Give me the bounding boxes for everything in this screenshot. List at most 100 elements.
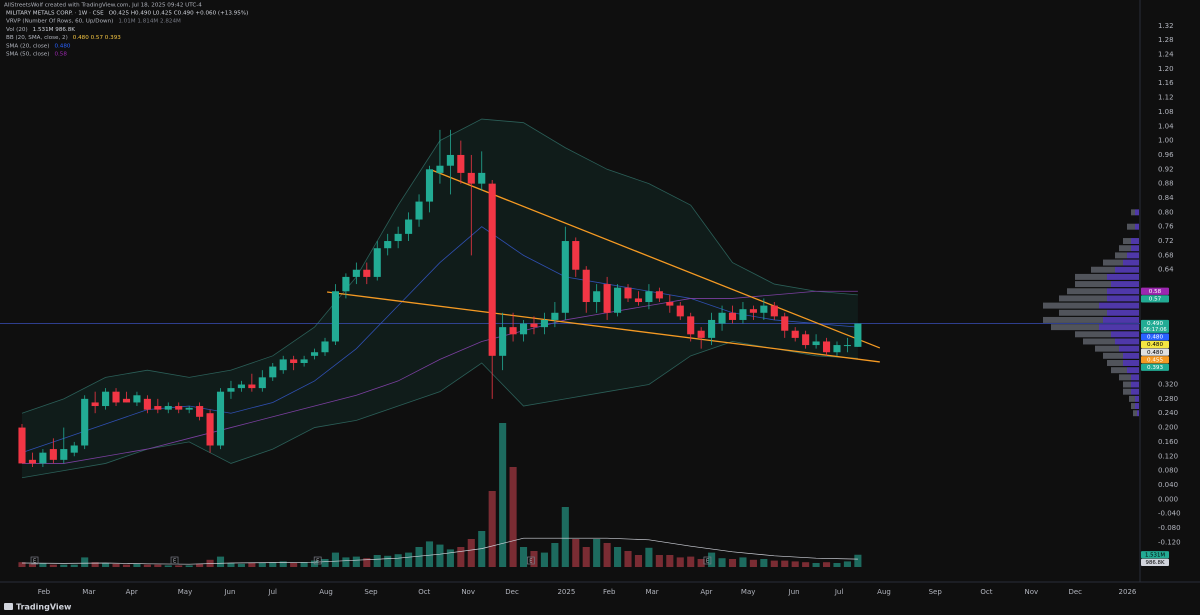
y-tick-label: 0.240 <box>1158 409 1178 417</box>
volume-bar <box>666 555 674 567</box>
volume-bar <box>216 556 225 567</box>
candle-body <box>164 406 172 410</box>
vrvp-down <box>1075 331 1111 338</box>
legend-values: 0.480 0.57 0.393 <box>73 35 121 41</box>
volume-bar <box>154 564 162 567</box>
x-tick-label: Jul <box>834 588 844 596</box>
candle-body <box>634 298 643 303</box>
volume-bar <box>781 560 789 567</box>
candle-body <box>175 406 183 410</box>
price-tag-label: 0.58 <box>1149 289 1162 295</box>
candle-body <box>352 269 360 277</box>
price-tag-label: 0.57 <box>1149 297 1162 303</box>
candle-body <box>833 345 841 353</box>
x-tick-label: May <box>741 588 755 596</box>
volume-bar <box>81 557 89 567</box>
volume-bar <box>425 541 434 567</box>
volume-bar <box>760 559 768 567</box>
price-tag <box>1141 340 1169 349</box>
y-tick-label: 0.72 <box>1158 237 1174 245</box>
candle-body <box>415 201 423 220</box>
y-tick-label: 1.32 <box>1158 22 1174 30</box>
volume-bar <box>530 551 538 567</box>
legend: MILITARY METALS CORP. · 1W · CSE O0.425 H… <box>6 11 248 58</box>
candle-body <box>300 359 308 363</box>
candle-body <box>655 291 663 299</box>
event-marker <box>30 556 39 565</box>
volume-bar <box>164 565 172 567</box>
event-marker <box>170 556 179 565</box>
legend-values: 0.58 <box>54 52 67 58</box>
y-tick-label: 0.000 <box>1158 495 1178 503</box>
candle-body <box>70 445 78 453</box>
volume-bar <box>676 557 684 567</box>
x-tick-label: Oct <box>418 588 430 596</box>
candle-body <box>248 384 256 389</box>
volume-bar <box>572 539 580 567</box>
vrvp-up <box>1099 324 1139 331</box>
candle-body <box>854 323 862 347</box>
candle-body <box>290 359 298 363</box>
y-tick-label: 0.280 <box>1158 395 1178 403</box>
price-tag-label: 0.480 <box>1147 342 1163 348</box>
x-tick-label: Dec <box>505 588 519 596</box>
vrvp-down <box>1043 316 1103 323</box>
volume-bar <box>269 562 277 567</box>
volume-bar <box>634 555 643 567</box>
volume-bar <box>196 563 204 567</box>
volume-sma <box>21 537 858 565</box>
x-tick-label: 2026 <box>1119 588 1137 596</box>
legend-name: SMA (20, close) <box>6 43 49 49</box>
brand-name: TradingView <box>16 603 72 612</box>
volume-bar <box>655 555 663 567</box>
volume-bar <box>248 563 256 567</box>
vrvp-up <box>1111 331 1139 338</box>
volume-bar <box>593 539 601 567</box>
candles-layer <box>18 129 862 468</box>
volume-bar <box>843 561 851 567</box>
volume-tag-label: 986.8K <box>1146 560 1165 566</box>
vrvp-down <box>1115 252 1127 259</box>
vrvp-down <box>1075 281 1111 288</box>
trendline <box>327 291 880 363</box>
vrvp-up <box>1127 252 1139 259</box>
volume-bar <box>321 559 329 567</box>
candle-body <box>28 459 36 464</box>
vrvp-up <box>1107 273 1139 280</box>
candle-body <box>749 309 757 313</box>
legend-name: VRVP (Number Of Rows, 60, Up/Down) <box>6 19 113 25</box>
x-tick-label: Mar <box>645 588 658 596</box>
vrvp-up <box>1115 338 1139 345</box>
x-tick-label: Nov <box>1024 588 1038 596</box>
vrvp-down <box>1091 266 1115 273</box>
candle-body <box>436 165 444 173</box>
vrvp-down <box>1103 352 1123 359</box>
volume-bar <box>70 564 78 567</box>
sma-line <box>21 290 858 464</box>
y-tick-label: 0.64 <box>1158 266 1174 274</box>
x-tick-label: Jun <box>788 588 800 596</box>
vrvp-down <box>1131 209 1135 216</box>
volume-bar <box>833 563 841 567</box>
candle-body <box>843 345 851 347</box>
candle-body <box>822 341 831 353</box>
volume-bar <box>519 547 528 567</box>
volume-bar <box>446 549 454 567</box>
legend-values: 1.531M 986.8K <box>33 27 76 33</box>
candle-body <box>373 248 381 277</box>
y-tick-label: 1.00 <box>1158 137 1174 145</box>
vrvp-down <box>1127 223 1135 230</box>
volume-bar <box>405 552 413 567</box>
event-marker <box>703 556 712 565</box>
vrvp-up <box>1135 209 1139 216</box>
vrvp-layer <box>1043 209 1139 417</box>
vrvp-down <box>1051 324 1099 331</box>
y-tick-label: 1.24 <box>1158 51 1174 59</box>
candle-body <box>279 359 287 371</box>
axis-layer: E E E E E 1.32 1.28 1.24 1.20 1.16 1.12 1.08 1.04 1.0… <box>30 22 1181 596</box>
volume-bar <box>112 563 120 567</box>
volume-bar <box>185 565 193 567</box>
volume-bar <box>854 554 862 567</box>
y-tick-label: -0.120 <box>1158 538 1181 546</box>
candle-body <box>603 284 611 313</box>
